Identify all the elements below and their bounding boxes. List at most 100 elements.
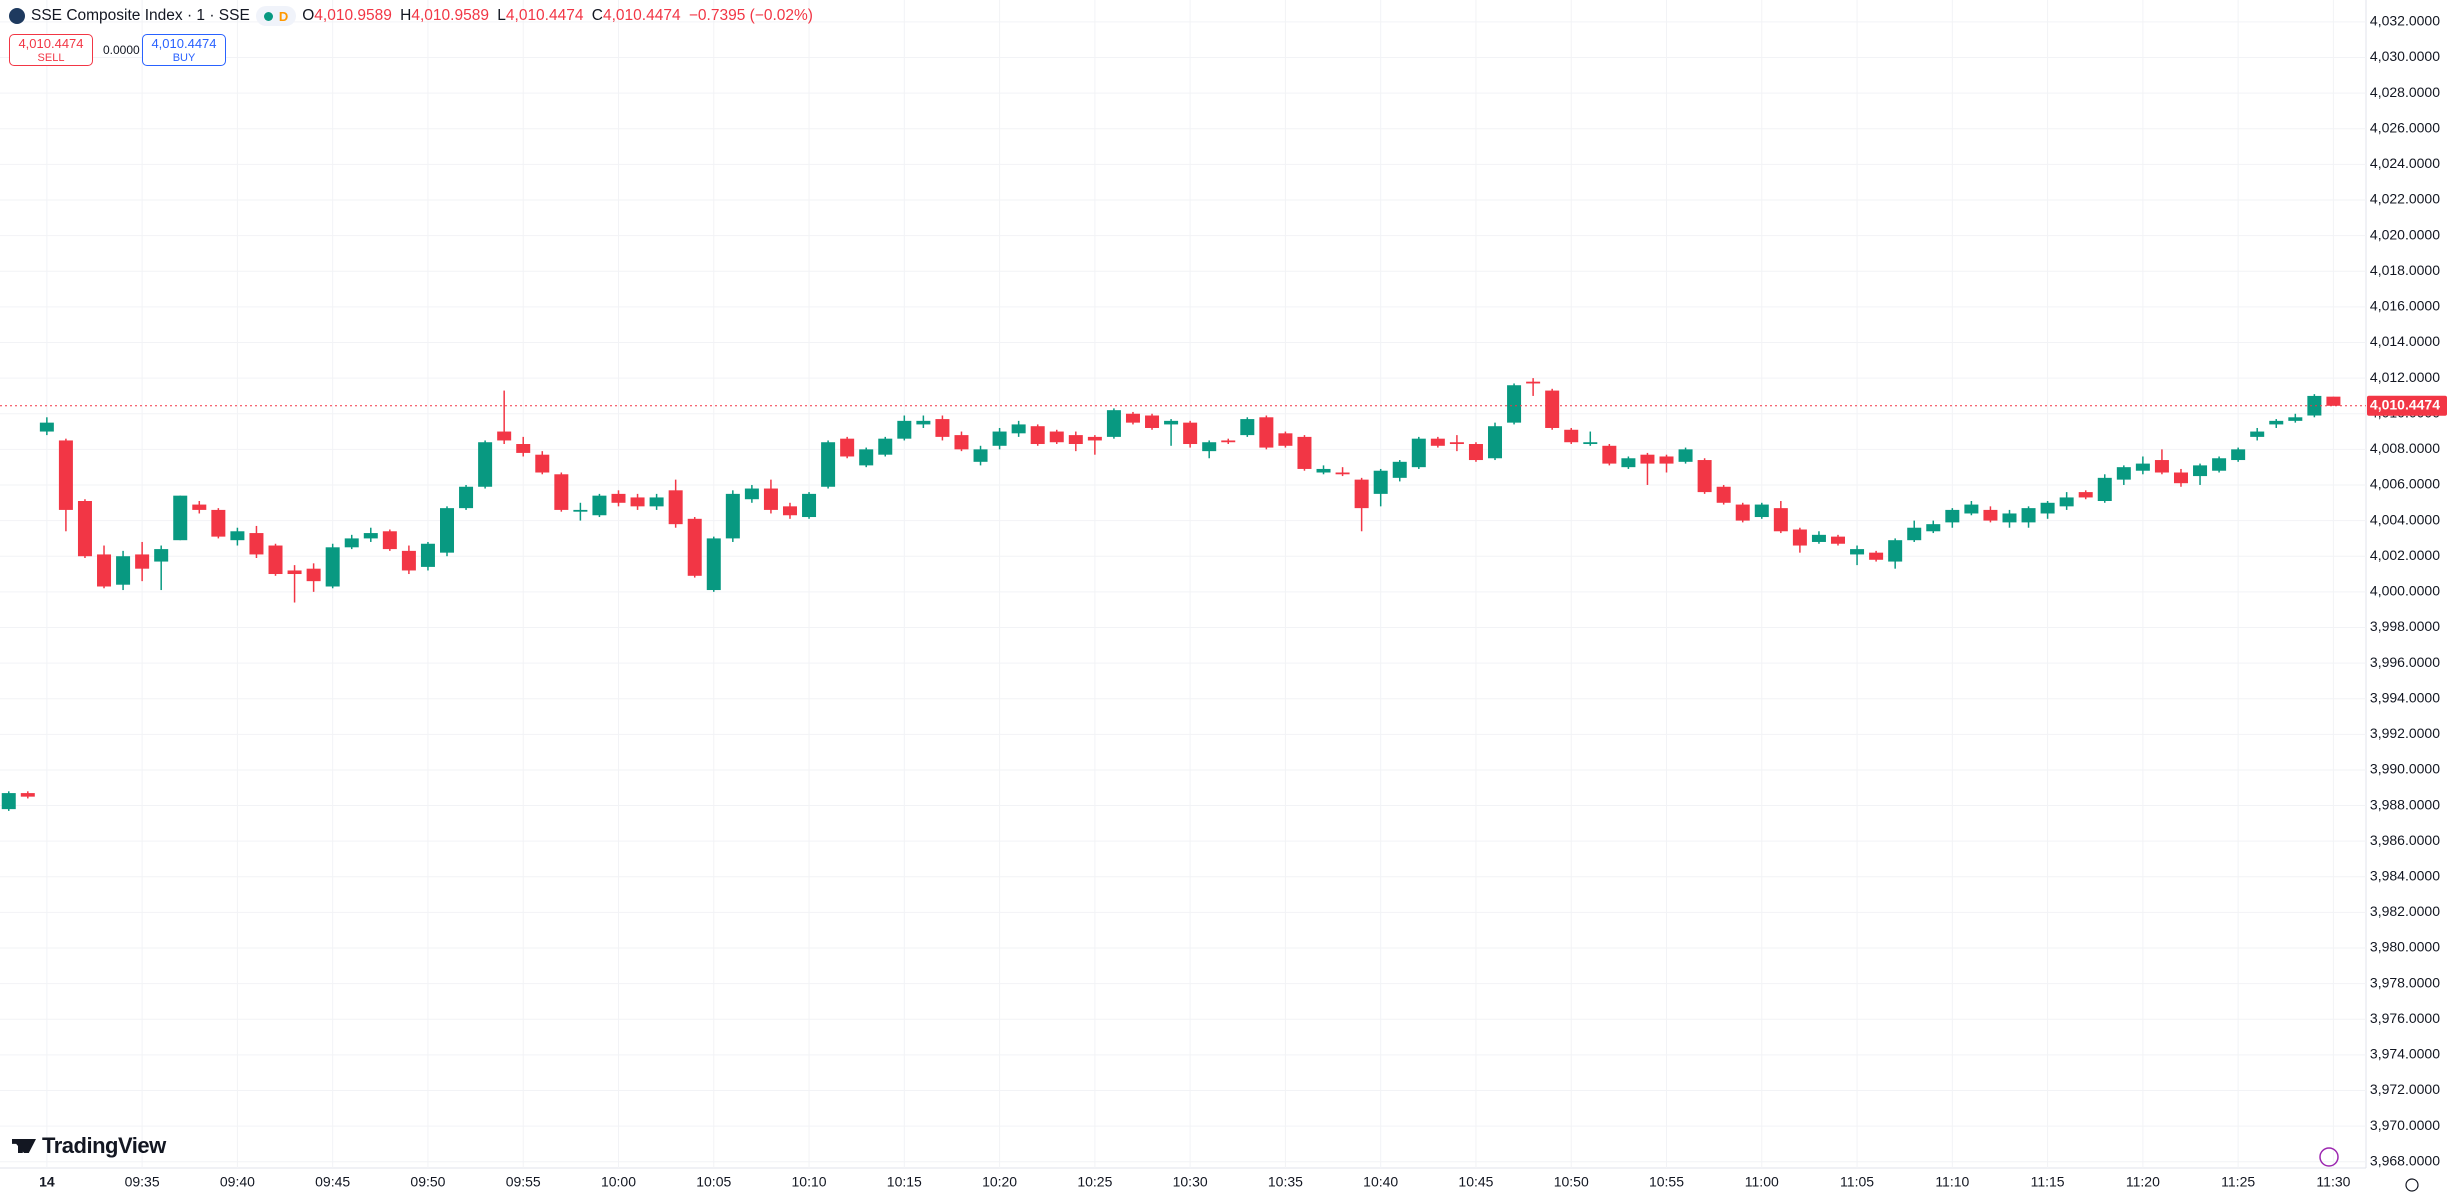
status-badge[interactable]: D xyxy=(255,6,297,26)
y-tick-label: 3,972.0000 xyxy=(2370,1081,2440,1097)
candle-body xyxy=(592,495,607,516)
candle-body xyxy=(573,509,588,512)
candle-body xyxy=(1754,504,1769,518)
candle-body xyxy=(2116,467,2131,480)
x-tick-label: 10:10 xyxy=(792,1174,827,1190)
candle-body xyxy=(1316,468,1331,473)
candle-body xyxy=(2078,492,2093,498)
candle-body xyxy=(2097,477,2112,502)
candle-body xyxy=(1602,445,1617,464)
y-tick-label: 3,986.0000 xyxy=(2370,832,2440,848)
y-tick-label: 4,006.0000 xyxy=(2370,476,2440,492)
y-tick-label: 3,980.0000 xyxy=(2370,939,2440,955)
y-tick-label: 4,002.0000 xyxy=(2370,547,2440,563)
candle-body xyxy=(2021,508,2036,523)
y-tick-label: 3,982.0000 xyxy=(2370,903,2440,919)
ohlc-key: H xyxy=(400,7,412,24)
candle-body xyxy=(1811,534,1826,542)
candle-body xyxy=(2307,395,2322,416)
candle-body xyxy=(1335,472,1350,475)
candle-body xyxy=(1125,413,1140,423)
candle-body xyxy=(1468,444,1483,461)
candle-body xyxy=(268,545,283,575)
x-tick-label: 11:25 xyxy=(2221,1174,2255,1190)
candle-body xyxy=(1640,454,1655,464)
ohlc-value: 4,010.4474 xyxy=(602,7,681,24)
candle-body xyxy=(1773,508,1788,532)
buy-button[interactable]: 4,010.4474 BUY xyxy=(142,34,226,66)
candle-body xyxy=(2173,472,2188,484)
ohlc-key: C xyxy=(591,7,603,24)
candle-body xyxy=(1011,424,1026,434)
candle-body xyxy=(1202,442,1217,452)
candle-body xyxy=(77,501,92,557)
x-tick-label: 10:15 xyxy=(887,1174,922,1190)
x-tick-label: 10:20 xyxy=(982,1174,1017,1190)
candle-body xyxy=(1830,536,1845,544)
candle-body xyxy=(440,508,455,553)
candle-body xyxy=(478,442,493,487)
y-tick-label: 4,026.0000 xyxy=(2370,119,2440,135)
candle-body xyxy=(821,442,836,487)
candle-body xyxy=(2059,497,2074,507)
y-tick-label: 4,008.0000 xyxy=(2370,440,2440,456)
x-tick-label: 11:10 xyxy=(1935,1174,1969,1190)
sell-button[interactable]: 4,010.4474 SELL xyxy=(9,34,93,66)
candle-body xyxy=(1278,433,1293,446)
candle-body xyxy=(1392,461,1407,478)
x-tick-label: 10:30 xyxy=(1173,1174,1208,1190)
candle-body xyxy=(1926,524,1941,532)
candle-body xyxy=(1297,436,1312,469)
last-price-label: 4,010.4474 xyxy=(2370,396,2440,412)
logo-icon xyxy=(12,1139,36,1153)
candle-body xyxy=(1964,504,1979,514)
candle-body xyxy=(1678,449,1693,462)
candle-body xyxy=(1106,410,1121,437)
y-tick-label: 4,028.0000 xyxy=(2370,84,2440,100)
candle-body xyxy=(192,504,207,510)
y-tick-label: 4,020.0000 xyxy=(2370,226,2440,242)
candle-body xyxy=(344,538,359,548)
x-tick-label: 09:55 xyxy=(506,1174,541,1190)
replay-icon xyxy=(2319,1147,2339,1167)
candle-body xyxy=(2154,460,2169,473)
candle-body xyxy=(1087,436,1102,441)
x-tick-label: 10:55 xyxy=(1649,1174,1684,1190)
candle-body xyxy=(725,493,740,539)
y-tick-label: 4,030.0000 xyxy=(2370,48,2440,64)
candle-body xyxy=(1145,415,1160,428)
x-tick-label: 09:40 xyxy=(220,1174,255,1190)
candle-body xyxy=(859,449,874,466)
candle-body xyxy=(325,547,340,587)
x-tick-label: 11:30 xyxy=(2316,1174,2350,1190)
ohlc-key: L xyxy=(497,7,506,24)
symbol-title[interactable]: SSE Composite Index · 1 · SSE xyxy=(31,7,250,24)
candle-body xyxy=(1869,552,1884,560)
logo[interactable]: TradingView xyxy=(12,1133,166,1159)
candle-body xyxy=(1792,529,1807,546)
candle-body xyxy=(1621,458,1636,468)
y-tick-label: 4,014.0000 xyxy=(2370,333,2440,349)
candle-body xyxy=(2250,431,2265,437)
y-tick-label: 3,988.0000 xyxy=(2370,796,2440,812)
spread: 0.0000 xyxy=(103,43,140,57)
candle-body xyxy=(878,438,893,455)
interval-badge: D xyxy=(278,8,289,24)
market-dot xyxy=(263,11,273,21)
candle-body xyxy=(992,431,1007,446)
x-tick-label: 10:50 xyxy=(1554,1174,1589,1190)
y-tick-label: 4,000.0000 xyxy=(2370,583,2440,599)
settings-icon xyxy=(2405,1178,2419,1192)
y-tick-label: 4,012.0000 xyxy=(2370,369,2440,385)
y-tick-label: 4,004.0000 xyxy=(2370,511,2440,527)
y-tick-label: 4,032.0000 xyxy=(2370,13,2440,29)
y-tick-label: 3,968.0000 xyxy=(2370,1152,2440,1168)
candle-body xyxy=(459,486,474,509)
candle-body xyxy=(2002,513,2017,523)
candle-body xyxy=(1259,417,1274,448)
candle-body xyxy=(1373,470,1388,494)
candle-body xyxy=(382,531,397,550)
candle-body xyxy=(763,488,778,510)
candle-body xyxy=(706,538,721,591)
candle-body xyxy=(687,518,702,576)
